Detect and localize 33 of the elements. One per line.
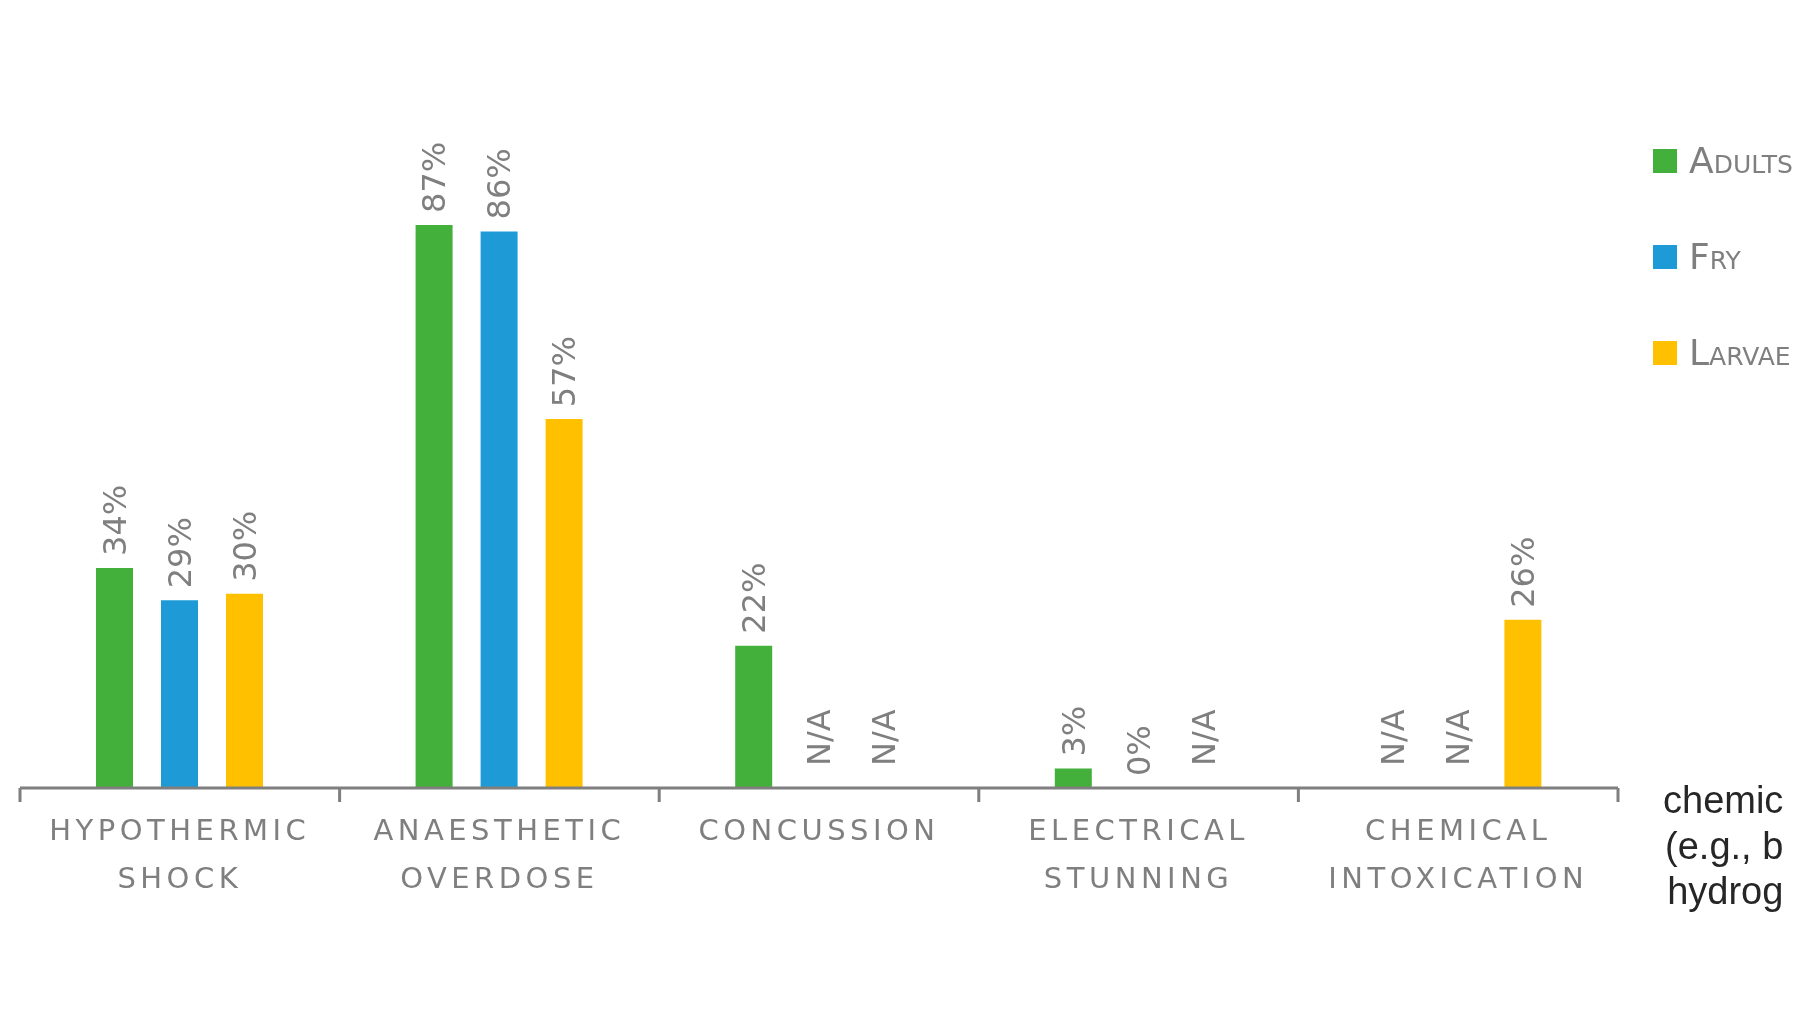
text: N/A bbox=[800, 709, 838, 766]
text: N/A bbox=[1374, 709, 1413, 766]
data-label: 57% bbox=[545, 336, 584, 408]
bar bbox=[161, 600, 198, 788]
legend-label: Larvae bbox=[1689, 332, 1791, 373]
bar bbox=[545, 419, 583, 788]
data-label: 26% bbox=[1504, 536, 1543, 608]
x-tick-label: HYPOTHERMIC SHOCK bbox=[49, 813, 311, 895]
bar bbox=[480, 231, 518, 788]
data-label: 87% bbox=[415, 141, 454, 213]
bar bbox=[735, 645, 773, 788]
bar bbox=[1504, 619, 1542, 788]
text: chemic (e.g., b hydrog bbox=[1663, 778, 1784, 915]
data-label: 3% bbox=[1054, 705, 1093, 757]
x-tick-label: CONCUSSION bbox=[698, 813, 940, 847]
x-tick-label: CHEMICAL INTOXICATION bbox=[1328, 813, 1589, 895]
text: N/A bbox=[1184, 709, 1223, 766]
bar bbox=[1054, 768, 1092, 788]
bar bbox=[226, 593, 263, 788]
bar bbox=[415, 224, 453, 788]
data-label: 22% bbox=[735, 562, 773, 634]
data-label: 34% bbox=[95, 484, 134, 556]
data-label: 86% bbox=[480, 148, 519, 220]
text: N/A bbox=[1439, 709, 1478, 766]
x-tick-label: ANAESTHETIC OVERDOSE bbox=[373, 813, 626, 895]
bar bbox=[96, 567, 133, 788]
legend-label: Fry bbox=[1689, 236, 1741, 277]
data-label: 29% bbox=[160, 517, 199, 589]
text: N/A bbox=[865, 709, 903, 766]
data-label: 0% bbox=[1119, 725, 1158, 776]
x-tick-label: ELECTRICAL STUNNING bbox=[1028, 813, 1249, 895]
data-label: 30% bbox=[225, 510, 264, 582]
legend-label: Adults bbox=[1689, 140, 1793, 181]
